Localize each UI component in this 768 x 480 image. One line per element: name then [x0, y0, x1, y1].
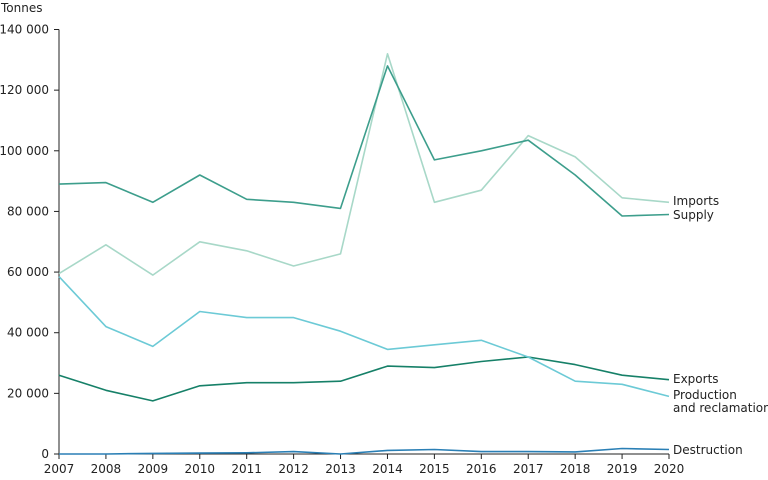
y-tick-label: 140 000 [0, 23, 49, 37]
x-tick-label: 2017 [513, 462, 544, 476]
x-tick-label: 2012 [278, 462, 309, 476]
series-line-destruction [59, 449, 669, 455]
x-tick-label: 2015 [419, 462, 450, 476]
x-tick-label: 2019 [607, 462, 638, 476]
x-tick-label: 2013 [325, 462, 356, 476]
y-tick-label: 0 [41, 447, 49, 461]
series-label-exports: Exports [673, 372, 719, 386]
series-label-supply: Supply [673, 208, 714, 222]
series-line-supply [59, 66, 669, 216]
x-tick-label: 2018 [560, 462, 591, 476]
series-label-destruction: Destruction [673, 443, 743, 457]
x-axis: 2007 2008 2009 2010 2011 2012 2013 2014 2015 2016… [44, 454, 685, 476]
y-tick-label: 120 000 [0, 83, 49, 97]
series-lines [59, 54, 669, 454]
series-line-imports [59, 54, 669, 275]
y-tick-label: 60 000 [7, 265, 49, 279]
x-tick-label: 2009 [138, 462, 169, 476]
x-tick-label: 2011 [231, 462, 262, 476]
x-tick-label: 2020 [654, 462, 685, 476]
x-tick-label: 2016 [466, 462, 497, 476]
x-tick-label: 2010 [184, 462, 215, 476]
series-line-production-and-reclamation [59, 277, 669, 397]
series-label-production-and-reclamation: Productionand reclamation [673, 388, 768, 415]
series-label-imports: Imports [673, 194, 719, 208]
y-tick-label: 100 000 [0, 144, 49, 158]
y-tick-label: 20 000 [7, 386, 49, 400]
series-labels: ImportsSupply Exports Productionand reclam… [673, 194, 768, 457]
y-tick-label: 80 000 [7, 204, 49, 218]
x-tick-label: 2008 [91, 462, 122, 476]
y-axis: 0 20 000 40 000 60 000 80 000 100 000 120 000 1… [0, 23, 59, 462]
series-line-exports [59, 357, 669, 401]
y-tick-label: 40 000 [7, 326, 49, 340]
y-axis-title: Tonnes [0, 1, 42, 15]
x-tick-label: 2014 [372, 462, 403, 476]
x-tick-label: 2007 [44, 462, 75, 476]
